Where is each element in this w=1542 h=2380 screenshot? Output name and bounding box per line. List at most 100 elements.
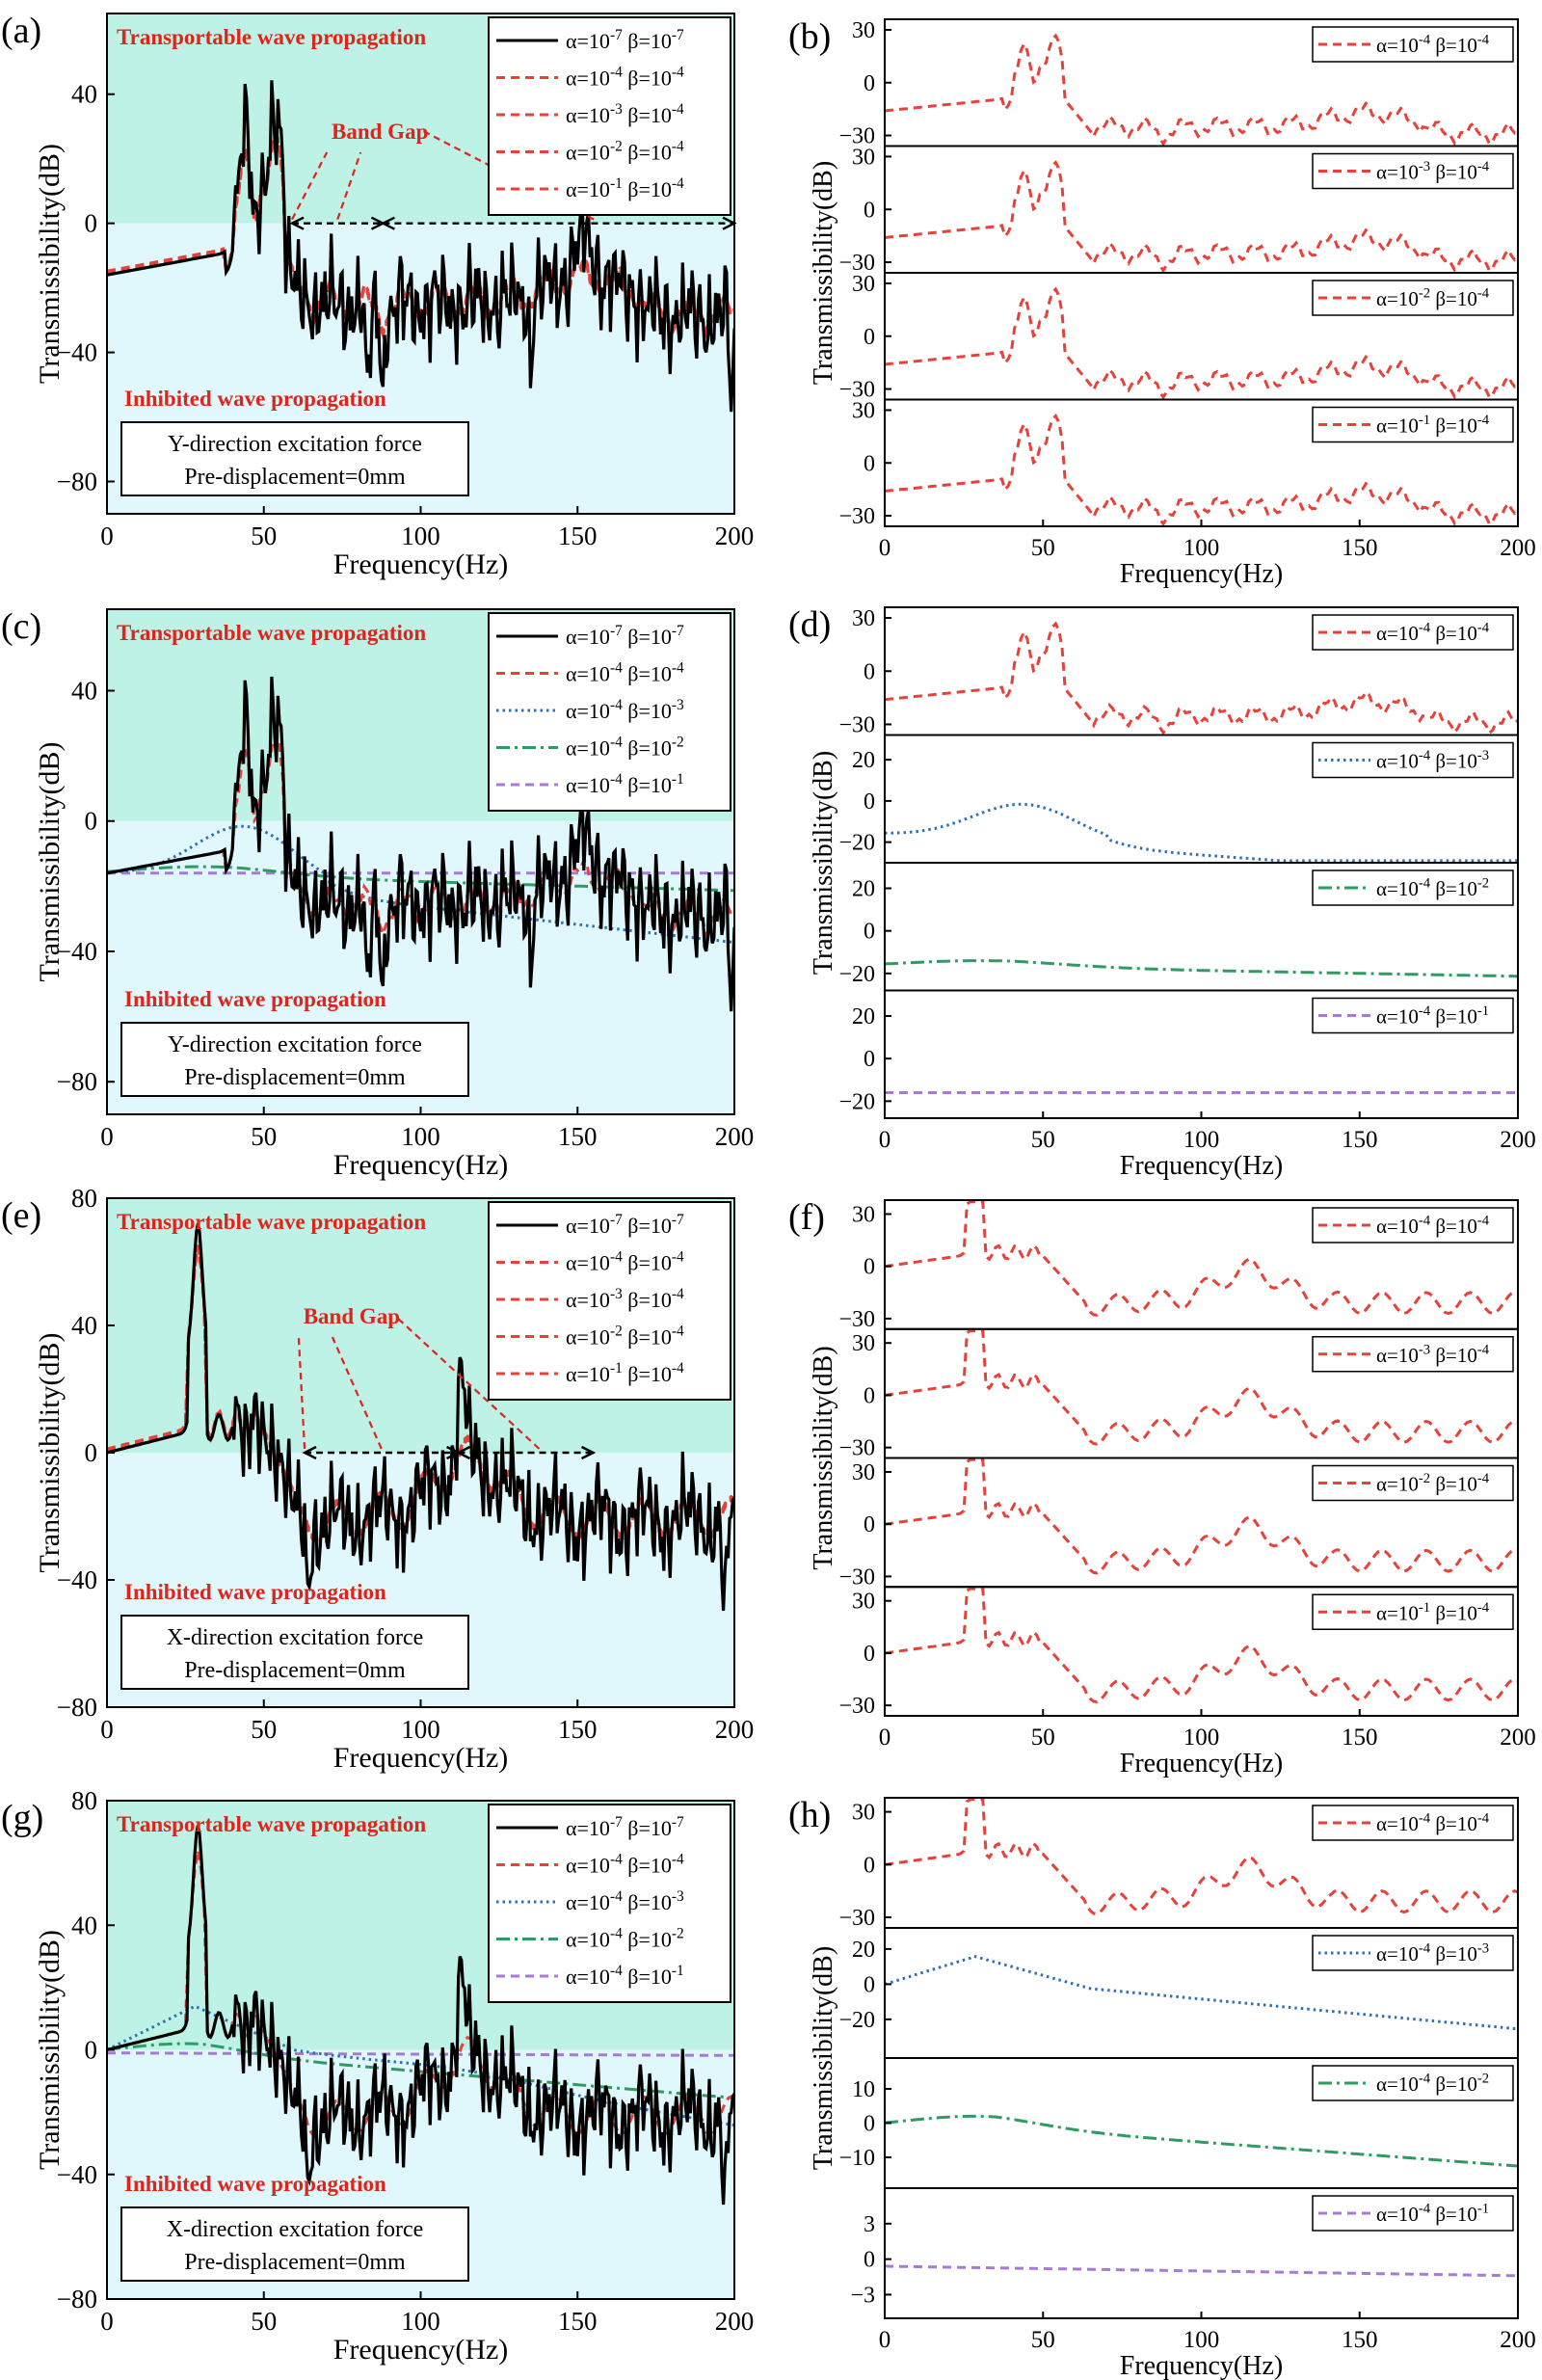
inhibited-label: Inhibited wave propagation — [124, 387, 386, 411]
y-tick-label: 30 — [852, 1202, 875, 1227]
x-tick-label: 50 — [251, 2307, 277, 2336]
text-run: β=10 — [1430, 1005, 1477, 1029]
y-tick-label: −30 — [838, 1307, 875, 1332]
superscript: -3 — [1477, 1941, 1489, 1957]
text-run: α=10 — [566, 1965, 610, 1989]
legend-box — [1312, 997, 1514, 1034]
x-tick-label: 50 — [1031, 1725, 1055, 1751]
legend-label: α=10-2​ β=10-4​ — [566, 1324, 684, 1350]
x-axis-label: Frequency(Hz) — [333, 1149, 509, 1181]
text-run: β=10 — [623, 1251, 672, 1275]
panel-label: (g) — [1, 1798, 43, 1838]
text-run: β=10 — [1430, 1812, 1477, 1835]
x-tick-label: 150 — [1342, 1127, 1378, 1153]
superscript: -4 — [1477, 159, 1490, 174]
series-line — [107, 676, 734, 1012]
chart-panel-e: Band Gap 0 50 100 150 200 −80 −40 0 40 80 Frequency… — [1, 1184, 754, 1774]
y-tick-label: −20 — [838, 1089, 875, 1114]
condition-force: Y-direction excitation force — [168, 1032, 422, 1057]
series-line — [107, 80, 734, 413]
legend-box — [1312, 2195, 1514, 2232]
text-run: β=10 — [1430, 1601, 1477, 1624]
condition-box — [120, 1615, 469, 1690]
chart-panel-b: 300−30α=10-4​ β=10-4​300−30α=10-3​ β=10-… — [788, 16, 1536, 589]
panel-label: (b) — [788, 16, 831, 57]
legend-box — [1312, 614, 1514, 651]
y-tick-label: −80 — [57, 2285, 97, 2313]
legend-box — [1312, 280, 1514, 316]
y-tick-label: −30 — [838, 712, 875, 737]
series-line — [107, 2004, 734, 2127]
text-run: β=10 — [1430, 1473, 1477, 1496]
text-run: Transportable wave propagation — [117, 621, 426, 645]
text-run: β=10 — [623, 625, 672, 649]
text-run: Transportable wave propagation — [117, 1210, 426, 1234]
superscript: -4 — [1477, 621, 1490, 636]
text-run: β=10 — [1430, 1942, 1477, 1966]
panel-label: (e) — [1, 1195, 41, 1236]
series-line — [107, 2042, 734, 2099]
text-run: α=10 — [1376, 161, 1419, 184]
x-tick-label: 200 — [715, 1122, 755, 1151]
superscript: -4 — [1419, 33, 1431, 48]
series-line — [107, 2051, 734, 2057]
x-tick-label: 100 — [401, 2307, 440, 2336]
condition-box — [120, 2206, 469, 2282]
y-tick-label: 3 — [864, 2212, 875, 2237]
condition-force: Y-direction excitation force — [168, 432, 422, 457]
series-line — [884, 621, 1519, 735]
x-tick-label: 100 — [401, 1715, 440, 1744]
superscript: -7 — [672, 1814, 684, 1831]
legend-label: α=10-4​ β=10-4​ — [566, 65, 684, 91]
series-line — [884, 286, 1519, 400]
x-tick-label: 150 — [558, 1122, 598, 1151]
superscript: -4 — [1477, 1600, 1490, 1616]
x-tick-label: 50 — [251, 1715, 277, 1744]
legend-label: α=10-4​ β=10-2​ — [1376, 876, 1489, 900]
legend-label: α=10-7​ β=10-7​ — [566, 1814, 684, 1840]
y-tick-label: −80 — [57, 1693, 97, 1722]
y-tick-label: −30 — [838, 124, 875, 149]
superscript: -4 — [672, 1852, 684, 1868]
text-run: α=10 — [1376, 414, 1419, 438]
superscript: -1 — [1419, 413, 1430, 428]
superscript: -4 — [1477, 33, 1490, 48]
text-run: α=10 — [1376, 1005, 1419, 1029]
text-run: α=10 — [566, 177, 610, 201]
condition-force: X-direction excitation force — [167, 2217, 424, 2242]
text-run: α=10 — [1376, 1812, 1419, 1835]
x-tick-label: 100 — [1183, 535, 1220, 561]
y-tick-label: 0 — [864, 1512, 875, 1538]
series-line — [884, 1200, 1519, 1317]
text-run: β=10 — [1430, 750, 1477, 773]
y-tick-label: −40 — [57, 338, 97, 367]
text-run: α=10 — [1376, 622, 1419, 645]
superscript: -7 — [610, 27, 623, 43]
y-tick-label: 30 — [852, 1590, 875, 1615]
chart-panel-c: 0 50 100 150 200 −80 −40 0 40 Frequency(Hz) Transm… — [1, 606, 754, 1181]
superscript: -4 — [1419, 876, 1431, 892]
text-run: β=10 — [623, 103, 672, 127]
superscript: -4 — [1477, 1811, 1490, 1827]
transportable-label: Transportable wave propagation — [117, 1210, 426, 1234]
superscript: -4 — [1419, 1214, 1431, 1229]
legend-label: α=10-4​ β=10-4​ — [566, 1249, 684, 1275]
y-axis-label: Transmissibility(dB) — [809, 751, 838, 975]
text-run: β=10 — [623, 67, 672, 91]
series-group — [107, 80, 734, 413]
chart-panel-f: 300−30α=10-4​ β=10-4​300−30α=10-3​ β=10-… — [788, 1197, 1536, 1778]
x-tick-label: 150 — [1342, 535, 1378, 561]
superscript: -4 — [610, 1888, 623, 1905]
superscript: -7 — [610, 1814, 623, 1831]
y-tick-label: 20 — [852, 748, 875, 773]
text-run: α=10 — [566, 773, 610, 797]
y-tick-label: 0 — [864, 1383, 875, 1408]
text-run: β=10 — [1430, 2072, 1477, 2096]
text-run: β=10 — [1430, 877, 1477, 900]
superscript: -4 — [1477, 1471, 1490, 1486]
y-tick-label: 30 — [852, 606, 875, 631]
panel-label: (c) — [1, 606, 41, 647]
superscript: -2 — [610, 1324, 623, 1340]
text-run: β=10 — [1430, 622, 1477, 645]
